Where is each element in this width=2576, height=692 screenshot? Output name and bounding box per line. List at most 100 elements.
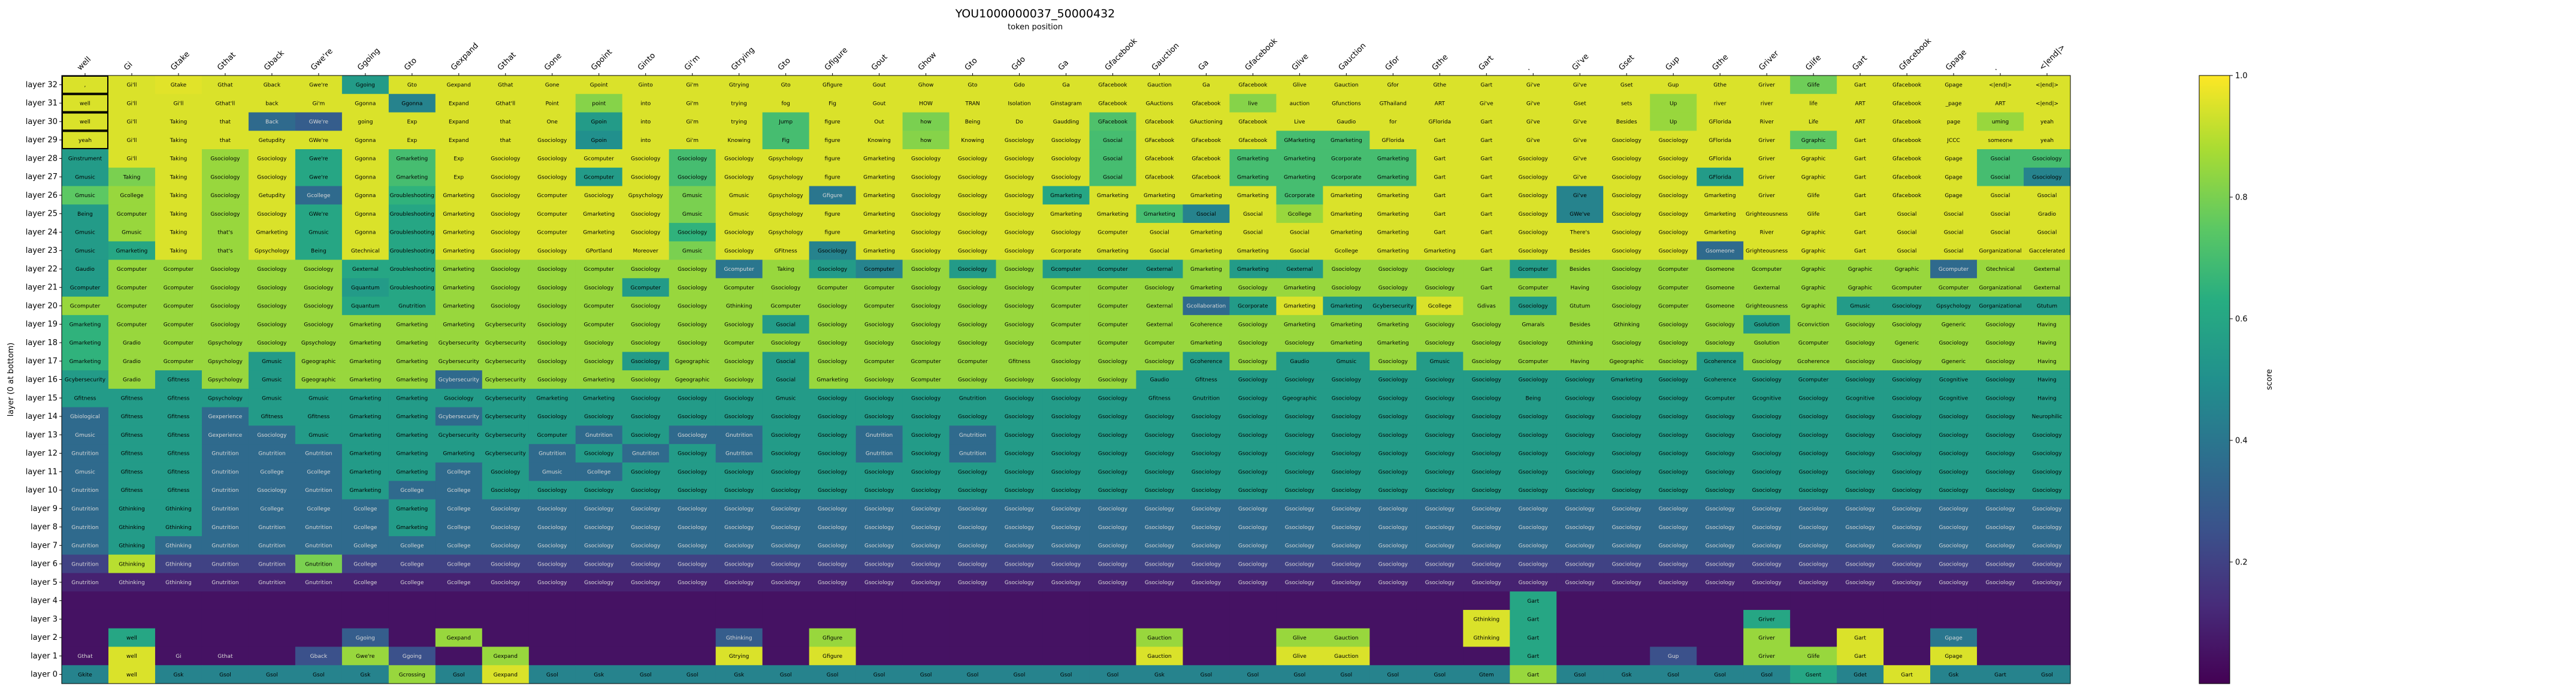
cell-label: Gcollege	[1335, 248, 1359, 254]
heatmap-cell	[1930, 149, 1978, 168]
cell-label: Gsomeone	[1706, 267, 1735, 273]
heatmap-cell	[1183, 131, 1230, 150]
cell-label: Gsociology	[818, 248, 848, 254]
cell-label: Gsociology	[1659, 193, 1689, 199]
cell-label: Gart	[1480, 119, 1492, 125]
heatmap-cell	[949, 241, 997, 261]
cell-label: Glife	[1807, 83, 1820, 89]
cell-label: Gmarketing	[443, 285, 474, 291]
heatmap-cell	[1510, 167, 1557, 187]
heatmap-cell	[108, 259, 156, 279]
cell-label: Gsociology	[1612, 248, 1642, 254]
heatmap-cell	[1369, 131, 1417, 150]
heatmap-cell	[1837, 112, 1884, 131]
cell-label: Gsociology	[1519, 230, 1549, 236]
heatmap-cell	[1089, 186, 1136, 205]
heatmap-cell	[435, 259, 483, 279]
cell-label: Gi've	[1526, 138, 1540, 144]
cell-label: Gsociology	[724, 248, 754, 254]
cell-label: Gart	[1854, 230, 1866, 236]
cell-label: Groubleshooting	[390, 193, 434, 199]
heatmap-cell	[1323, 131, 1370, 150]
heatmap-cell	[949, 223, 997, 242]
cell-label: Grighteousness	[1746, 211, 1788, 217]
heatmap-cell	[1136, 75, 1183, 95]
cell-label: Gcomputer	[864, 285, 894, 291]
cell-label: life	[1809, 101, 1818, 107]
heatmap-cell	[62, 241, 109, 261]
cell-label: Gpage	[1945, 193, 1963, 199]
cell-label: Gsociology	[1612, 267, 1642, 273]
cell-label: Ggonna	[355, 101, 376, 107]
heatmap-cell	[1042, 204, 1090, 223]
heatmap-cell	[575, 131, 623, 150]
cell-label: that	[500, 138, 512, 144]
cell-label: Gi've	[1526, 119, 1540, 125]
heatmap-cell	[108, 131, 156, 150]
heatmap-cell	[1089, 93, 1136, 113]
cell-label: Gmarketing	[1377, 248, 1409, 254]
heatmap-cell	[201, 131, 249, 150]
heatmap-cell	[528, 223, 576, 242]
cell-label: Gsocial	[1991, 156, 2010, 162]
cell-label: Gmarketing	[863, 211, 895, 217]
cell-label: Gthat'll	[216, 101, 235, 107]
cell-label: Taking	[170, 119, 188, 125]
cell-label: TRAN	[965, 101, 979, 107]
cell-label: Gsociology	[958, 193, 988, 199]
cell-label: Gmarketing	[443, 230, 474, 236]
heatmap-cell	[1183, 93, 1230, 113]
cell-label: Gout	[873, 101, 886, 107]
heatmap-cell	[1229, 259, 1277, 279]
heatmap-cell	[1416, 204, 1464, 223]
cell-label: Knowing	[727, 138, 750, 144]
heatmap-cell	[1416, 223, 1464, 242]
cell-label: Life	[1809, 119, 1819, 125]
cell-label: Gcomputer	[1658, 267, 1689, 273]
cell-label: Gsociology	[537, 248, 567, 254]
cell-label: Gquantum	[351, 285, 380, 291]
cell-label: Gsocial	[1944, 230, 1964, 236]
heatmap-cell	[669, 204, 716, 223]
heatmap-cell	[669, 93, 716, 113]
cell-label: Gi'll	[126, 156, 137, 162]
heatmap-cell	[1603, 149, 1650, 168]
heatmap-cell	[1697, 75, 1744, 95]
cell-label: someone	[1988, 138, 2013, 144]
heatmap-cell	[248, 93, 296, 113]
cell-label: Gsociology	[584, 193, 614, 199]
cell-label: Gsociology	[1519, 174, 1549, 180]
colorbar-tick-label: 0.6	[2235, 315, 2248, 324]
heatmap-cell	[482, 223, 530, 242]
heatmap-cell	[809, 112, 857, 131]
cell-label: Expand	[449, 138, 469, 144]
cell-label: Gsociology	[304, 285, 334, 291]
cell-label: Gcorporate	[1284, 193, 1315, 199]
cell-label: Gsociology	[678, 156, 708, 162]
heatmap-cell	[1603, 204, 1650, 223]
heatmap-cell	[435, 93, 483, 113]
cell-label: ,	[84, 83, 86, 89]
heatmap-cell	[715, 131, 763, 150]
heatmap-cell	[1323, 149, 1370, 168]
cell-label: Gart	[1854, 83, 1866, 89]
cell-label: GFlorida	[1709, 119, 1731, 125]
cell-label: live	[1248, 101, 1257, 107]
heatmap-cell	[1837, 93, 1884, 113]
heatmap-cell	[435, 75, 483, 95]
cell-label: GAuctions	[1146, 101, 1174, 107]
cell-label: Gsociology	[1612, 138, 1642, 144]
cell-label: point	[592, 101, 606, 107]
cell-label: Ggonna	[355, 156, 376, 162]
cell-label: Gsocial	[2037, 230, 2057, 236]
heatmap-cell	[1603, 75, 1650, 95]
cell-label: Gfacebook	[1098, 83, 1127, 89]
heatmap-cell	[155, 167, 202, 187]
heatmap-cell	[108, 149, 156, 168]
heatmap-cell	[388, 278, 436, 297]
heatmap-cell	[715, 167, 763, 187]
heatmap-cell	[528, 259, 576, 279]
cell-label: river	[1714, 101, 1727, 107]
heatmap-cell	[248, 149, 296, 168]
cell-label: Gtrying	[729, 83, 749, 89]
